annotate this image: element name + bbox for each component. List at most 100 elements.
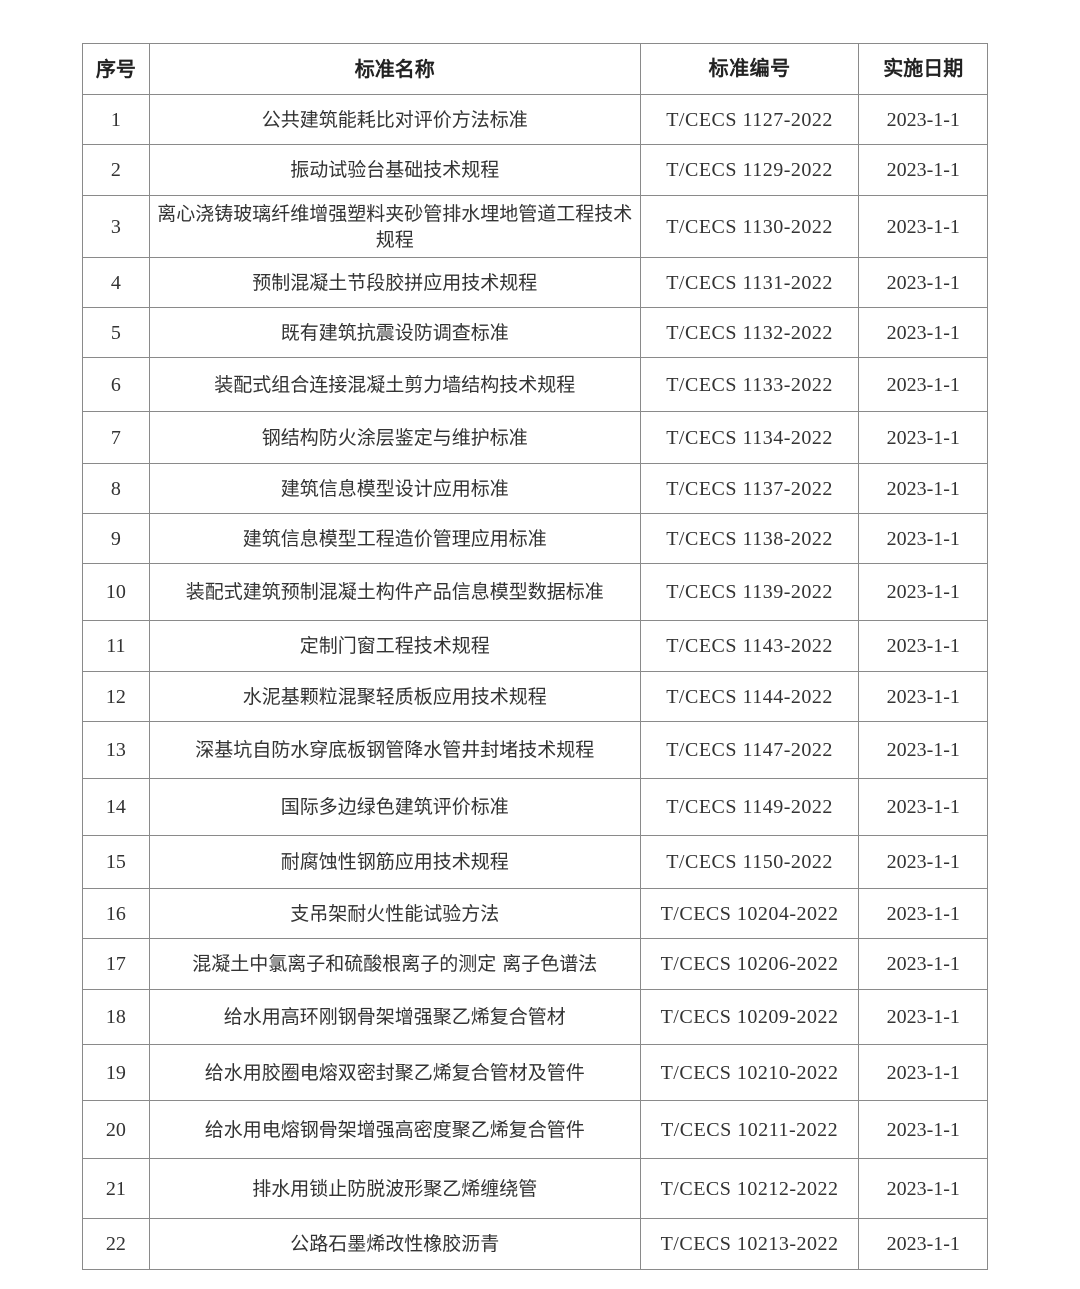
table-row: 19 给水用胶圈电熔双密封聚乙烯复合管材及管件 T/CECS 10210-2022 2… [82, 1044, 988, 1101]
cell-name: 既有建筑抗震设防调查标准 [148, 307, 641, 358]
cell-code: T/CECS 1150-2022 [639, 835, 860, 889]
cell-date: 2023-1-1 [858, 144, 988, 196]
cell-code: T/CECS 1143-2022 [639, 620, 860, 672]
cell-date: 2023-1-1 [858, 357, 988, 412]
cell-code: T/CECS 1134-2022 [639, 411, 860, 464]
table-row: 20 给水用电熔钢骨架增强高密度聚乙烯复合管件 T/CECS 10211-2022 2… [82, 1100, 988, 1159]
cell-code: T/CECS 1138-2022 [639, 513, 860, 564]
table-row: 11 定制门窗工程技术规程 T/CECS 1143-2022 2023-1-1 [82, 620, 988, 672]
table-row: 18 给水用高环刚钢骨架增强聚乙烯复合管材 T/CECS 10209-2022 202… [82, 989, 988, 1045]
cell-name: 公共建筑能耗比对评价方法标准 [148, 94, 641, 145]
table-row: 17 混凝土中氯离子和硫酸根离子的测定 离子色谱法 T/CECS 10206-202… [82, 938, 988, 990]
cell-no: 8 [82, 463, 150, 514]
cell-name: 振动试验台基础技术规程 [148, 144, 641, 196]
cell-no: 13 [82, 721, 150, 779]
cell-date: 2023-1-1 [858, 195, 988, 258]
cell-no: 18 [82, 989, 150, 1045]
cell-code: T/CECS 1147-2022 [639, 721, 860, 779]
cell-date: 2023-1-1 [858, 671, 988, 722]
cell-date: 2023-1-1 [858, 778, 988, 836]
cell-date: 2023-1-1 [858, 721, 988, 779]
table-row: 8 建筑信息模型设计应用标准 T/CECS 1137-2022 2023-1-1 [82, 463, 988, 514]
cell-date: 2023-1-1 [858, 888, 988, 939]
cell-name: 建筑信息模型工程造价管理应用标准 [148, 513, 641, 564]
cell-date: 2023-1-1 [858, 835, 988, 889]
cell-code: T/CECS 10211-2022 [639, 1100, 860, 1159]
table-row: 12 水泥基颗粒混聚轻质板应用技术规程 T/CECS 1144-2022 2023-1… [82, 671, 988, 722]
cell-date: 2023-1-1 [858, 411, 988, 464]
cell-code: T/CECS 1133-2022 [639, 357, 860, 412]
cell-no: 7 [82, 411, 150, 464]
cell-name: 装配式组合连接混凝土剪力墙结构技术规程 [148, 357, 641, 412]
header-row: 序号 标准名称 标准编号 实施日期 [82, 43, 988, 95]
cell-code: T/CECS 10209-2022 [639, 989, 860, 1045]
cell-code: T/CECS 10213-2022 [639, 1218, 860, 1270]
cell-name: 混凝土中氯离子和硫酸根离子的测定 离子色谱法 [148, 938, 641, 990]
table-row: 6 装配式组合连接混凝土剪力墙结构技术规程 T/CECS 1133-2022 2023… [82, 357, 988, 412]
cell-no: 17 [82, 938, 150, 990]
table-row: 4 预制混凝土节段胶拼应用技术规程 T/CECS 1131-2022 2023-1-1 [82, 257, 988, 308]
cell-no: 22 [82, 1218, 150, 1270]
table-row: 13 深基坑自防水穿底板钢管降水管井封堵技术规程 T/CECS 1147-2022 2… [82, 721, 988, 779]
cell-date: 2023-1-1 [858, 1100, 988, 1159]
cell-date: 2023-1-1 [858, 563, 988, 621]
cell-name: 装配式建筑预制混凝土构件产品信息模型数据标准 [148, 563, 641, 621]
cell-date: 2023-1-1 [858, 1218, 988, 1270]
cell-name: 定制门窗工程技术规程 [148, 620, 641, 672]
cell-no: 20 [82, 1100, 150, 1159]
cell-code: T/CECS 1127-2022 [639, 94, 860, 145]
table-row: 21 排水用锁止防脱波形聚乙烯缠绕管 T/CECS 10212-2022 2023-1… [82, 1158, 988, 1219]
cell-date: 2023-1-1 [858, 620, 988, 672]
header-name: 标准名称 [148, 43, 641, 95]
table-row: 16 支吊架耐火性能试验方法 T/CECS 10204-2022 2023-1-1 [82, 888, 988, 939]
cell-date: 2023-1-1 [858, 938, 988, 990]
cell-no: 6 [82, 357, 150, 412]
cell-name: 离心浇铸玻璃纤维增强塑料夹砂管排水埋地管道工程技术规程 [148, 195, 641, 258]
cell-no: 9 [82, 513, 150, 564]
table-row: 2 振动试验台基础技术规程 T/CECS 1129-2022 2023-1-1 [82, 144, 988, 196]
cell-date: 2023-1-1 [858, 513, 988, 564]
header-code: 标准编号 [639, 43, 860, 95]
cell-code: T/CECS 10212-2022 [639, 1158, 860, 1219]
cell-date: 2023-1-1 [858, 94, 988, 145]
cell-no: 11 [82, 620, 150, 672]
cell-date: 2023-1-1 [858, 307, 988, 358]
cell-name: 国际多边绿色建筑评价标准 [148, 778, 641, 836]
cell-no: 12 [82, 671, 150, 722]
cell-no: 4 [82, 257, 150, 308]
cell-code: T/CECS 10210-2022 [639, 1044, 860, 1101]
cell-date: 2023-1-1 [858, 989, 988, 1045]
table-row: 1 公共建筑能耗比对评价方法标准 T/CECS 1127-2022 2023-1-1 [82, 94, 988, 145]
cell-date: 2023-1-1 [858, 1044, 988, 1101]
cell-date: 2023-1-1 [858, 463, 988, 514]
cell-no: 10 [82, 563, 150, 621]
cell-code: T/CECS 1132-2022 [639, 307, 860, 358]
standards-table: 序号 标准名称 标准编号 实施日期 1 公共建筑能耗比对评价方法标准 T/CECS … [82, 43, 988, 1270]
table-row: 22 公路石墨烯改性橡胶沥青 T/CECS 10213-2022 2023-1-1 [82, 1218, 988, 1270]
table-row: 3 离心浇铸玻璃纤维增强塑料夹砂管排水埋地管道工程技术规程 T/CECS 1130-… [82, 195, 988, 258]
cell-name: 预制混凝土节段胶拼应用技术规程 [148, 257, 641, 308]
cell-no: 21 [82, 1158, 150, 1219]
cell-name: 给水用胶圈电熔双密封聚乙烯复合管材及管件 [148, 1044, 641, 1101]
cell-no: 15 [82, 835, 150, 889]
cell-date: 2023-1-1 [858, 1158, 988, 1219]
cell-name: 排水用锁止防脱波形聚乙烯缠绕管 [148, 1158, 641, 1219]
cell-no: 14 [82, 778, 150, 836]
table-row: 10 装配式建筑预制混凝土构件产品信息模型数据标准 T/CECS 1139-2022… [82, 563, 988, 621]
cell-name: 公路石墨烯改性橡胶沥青 [148, 1218, 641, 1270]
cell-code: T/CECS 1131-2022 [639, 257, 860, 308]
cell-date: 2023-1-1 [858, 257, 988, 308]
cell-name: 给水用高环刚钢骨架增强聚乙烯复合管材 [148, 989, 641, 1045]
cell-code: T/CECS 1149-2022 [639, 778, 860, 836]
table-row: 15 耐腐蚀性钢筋应用技术规程 T/CECS 1150-2022 2023-1-1 [82, 835, 988, 889]
cell-code: T/CECS 1129-2022 [639, 144, 860, 196]
cell-no: 3 [82, 195, 150, 258]
cell-name: 耐腐蚀性钢筋应用技术规程 [148, 835, 641, 889]
table-row: 14 国际多边绿色建筑评价标准 T/CECS 1149-2022 2023-1-1 [82, 778, 988, 836]
cell-no: 1 [82, 94, 150, 145]
cell-name: 钢结构防火涂层鉴定与维护标准 [148, 411, 641, 464]
cell-name: 深基坑自防水穿底板钢管降水管井封堵技术规程 [148, 721, 641, 779]
table-row: 5 既有建筑抗震设防调查标准 T/CECS 1132-2022 2023-1-1 [82, 307, 988, 358]
cell-no: 5 [82, 307, 150, 358]
cell-code: T/CECS 10206-2022 [639, 938, 860, 990]
